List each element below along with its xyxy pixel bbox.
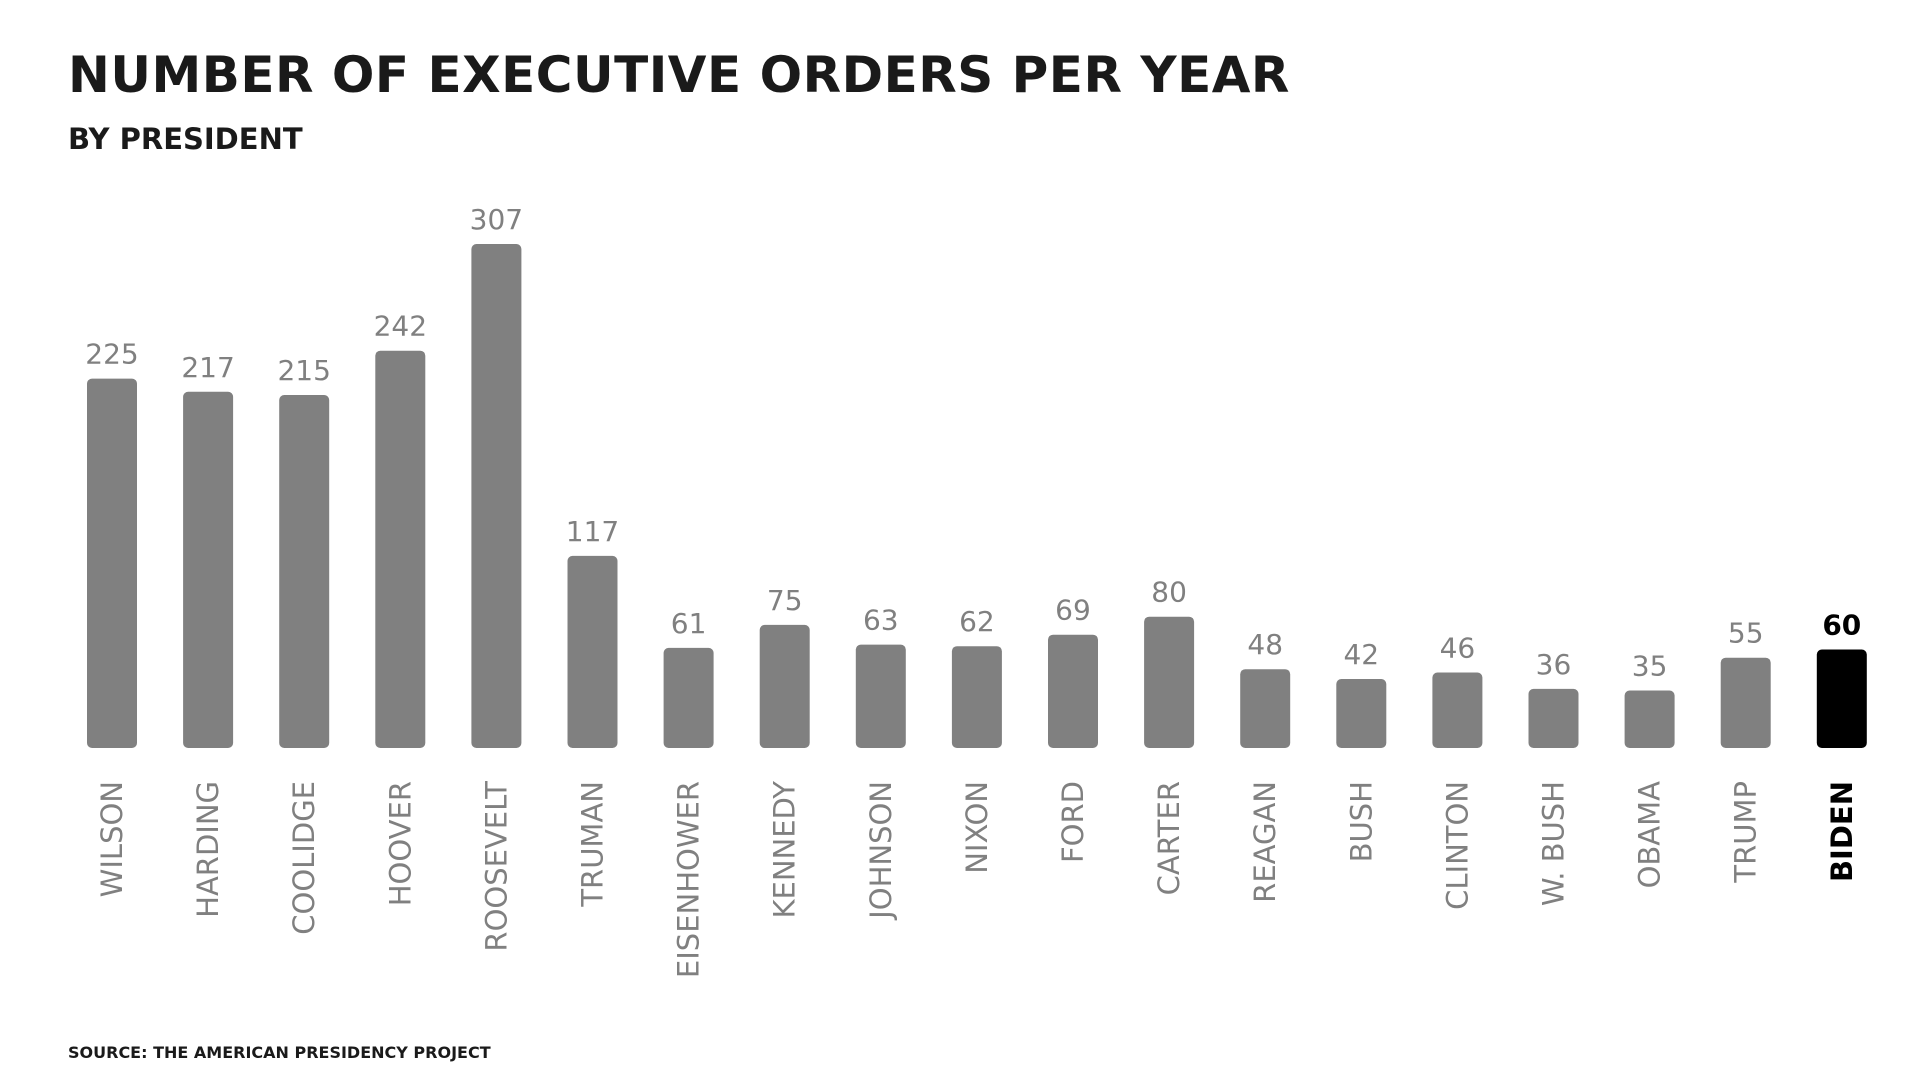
value-label-harding: 217 xyxy=(181,351,234,384)
category-label-w-bush: W. BUSH xyxy=(1537,781,1571,906)
chart-subtitle: BY PRESIDENT xyxy=(68,122,303,156)
category-label-biden: BIDEN xyxy=(1825,781,1859,882)
category-label-trump: TRUMP xyxy=(1729,781,1763,884)
category-label-kennedy: KENNEDY xyxy=(768,781,802,919)
category-label-hoover: HOOVER xyxy=(383,781,417,906)
value-label-ford: 69 xyxy=(1055,594,1091,627)
source-note: SOURCE: THE AMERICAN PRESIDENCY PROJECT xyxy=(68,1043,491,1062)
category-label-eisenhower: EISENHOWER xyxy=(672,781,706,978)
chart-title: NUMBER OF EXECUTIVE ORDERS PER YEAR xyxy=(68,46,1290,104)
category-label-roosevelt: ROOSEVELT xyxy=(479,781,513,952)
value-label-truman: 117 xyxy=(566,515,619,548)
bar-bush xyxy=(1336,679,1387,748)
value-label-w-bush: 36 xyxy=(1536,648,1572,681)
category-label-wilson: WILSON xyxy=(95,781,129,897)
bar-carter xyxy=(1144,616,1195,748)
value-label-eisenhower: 61 xyxy=(671,607,707,640)
value-label-clinton: 46 xyxy=(1440,632,1476,665)
category-label-carter: CARTER xyxy=(1152,781,1186,895)
value-label-coolidge: 215 xyxy=(277,354,330,387)
value-label-reagan: 48 xyxy=(1247,628,1283,661)
value-label-hoover: 242 xyxy=(374,310,427,343)
category-label-johnson: JOHNSON xyxy=(864,781,898,921)
bar-harding xyxy=(183,391,234,748)
bar-hoover xyxy=(375,350,426,748)
bar-ford xyxy=(1048,634,1098,748)
value-label-johnson: 63 xyxy=(863,604,899,637)
value-label-nixon: 62 xyxy=(959,605,995,638)
category-label-harding: HARDING xyxy=(191,781,225,918)
value-label-obama: 35 xyxy=(1632,650,1668,683)
bar-roosevelt xyxy=(471,244,522,748)
value-label-bush: 42 xyxy=(1343,638,1379,671)
bar-trump xyxy=(1720,657,1771,748)
category-label-truman: TRUMAN xyxy=(576,781,610,908)
category-label-ford: FORD xyxy=(1056,781,1090,863)
category-label-reagan: REAGAN xyxy=(1248,781,1282,903)
bar-truman xyxy=(567,555,618,748)
value-label-wilson: 225 xyxy=(85,338,138,371)
category-label-nixon: NIXON xyxy=(960,781,994,874)
bar-coolidge xyxy=(279,395,330,748)
value-label-carter: 80 xyxy=(1151,576,1187,609)
bar-obama xyxy=(1624,690,1675,748)
value-label-trump: 55 xyxy=(1728,617,1764,650)
value-label-biden: 60 xyxy=(1822,609,1861,642)
value-label-roosevelt: 307 xyxy=(470,203,523,236)
category-label-clinton: CLINTON xyxy=(1440,781,1474,910)
value-label-kennedy: 75 xyxy=(767,584,803,617)
bar-reagan xyxy=(1240,669,1291,748)
bar-kennedy xyxy=(759,624,810,748)
bar-w-bush xyxy=(1528,688,1579,748)
category-label-coolidge: COOLIDGE xyxy=(287,781,321,935)
category-label-obama: OBAMA xyxy=(1633,781,1667,889)
bar-nixon xyxy=(951,646,1002,748)
bar-eisenhower xyxy=(663,647,714,748)
bar-wilson xyxy=(87,378,137,748)
category-label-bush: BUSH xyxy=(1344,781,1378,862)
bar-biden xyxy=(1816,649,1867,748)
bar-johnson xyxy=(855,644,906,748)
bar-clinton xyxy=(1432,672,1483,748)
